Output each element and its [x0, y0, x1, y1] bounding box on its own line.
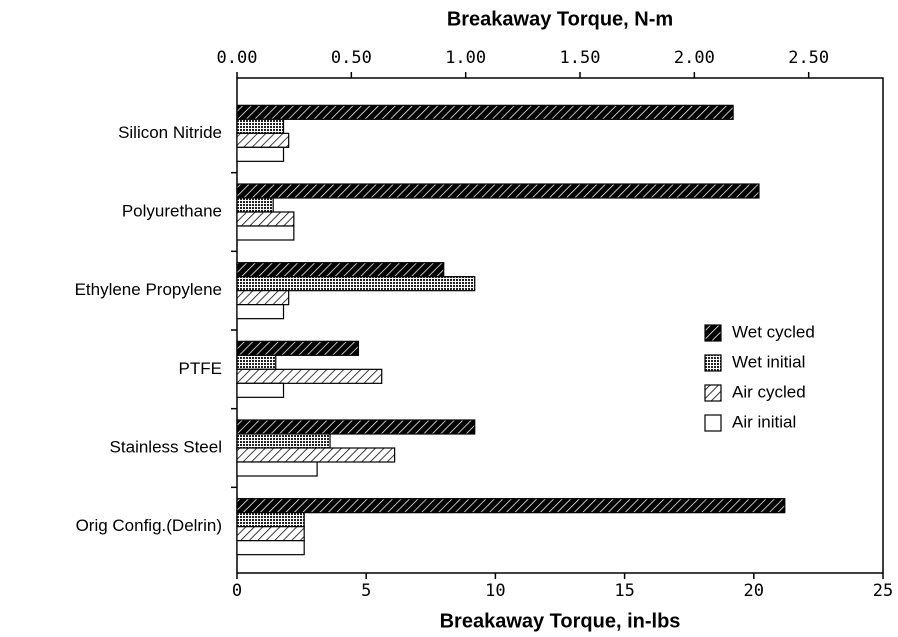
x-tick-label: 20 — [744, 581, 764, 601]
bar — [236, 447, 396, 463]
y-tick-label: PTFE — [179, 359, 222, 378]
x-tick-label: 25 — [873, 581, 893, 601]
y-tick-label: Orig Config.(Delrin) — [76, 516, 222, 535]
plot-frame — [236, 77, 884, 574]
legend-label: Air cycled — [732, 382, 806, 401]
bar — [236, 104, 734, 120]
x2-tick-label: 2.00 — [674, 48, 715, 68]
bar — [236, 368, 383, 384]
bar — [236, 146, 285, 162]
bar — [236, 290, 290, 306]
legend-swatch — [704, 414, 722, 432]
x-tick-label: 0 — [232, 581, 242, 601]
bar — [236, 526, 305, 542]
bar — [236, 304, 285, 320]
x2-tick-label: 0.00 — [217, 48, 258, 68]
bar — [236, 132, 290, 148]
bar — [236, 540, 305, 556]
x2-tick-label: 0.50 — [331, 48, 372, 68]
legend-swatch — [704, 384, 722, 402]
bar — [236, 498, 786, 514]
x-tick-label: 5 — [361, 581, 371, 601]
legend-swatch — [704, 354, 722, 372]
x-tick-label: 10 — [485, 581, 505, 601]
bar — [236, 211, 295, 227]
legend-swatch — [704, 324, 722, 342]
bar — [236, 262, 445, 278]
y-tick-label: Silicon Nitride — [118, 123, 222, 142]
y-tick-label: Polyurethane — [122, 201, 222, 220]
bar — [236, 183, 760, 199]
bar — [236, 225, 295, 241]
bar — [236, 340, 360, 356]
legend-label: Wet cycled — [732, 322, 815, 341]
x2-tick-label: 1.50 — [560, 48, 601, 68]
legend-label: Air initial — [732, 412, 796, 431]
bar — [236, 382, 285, 398]
bar — [236, 461, 318, 477]
bar — [236, 354, 277, 370]
x2-tick-label: 2.50 — [788, 48, 829, 68]
bar — [236, 433, 331, 449]
x-axis-title: Breakaway Torque, in-lbs — [440, 610, 681, 632]
y-tick-label: Stainless Steel — [110, 437, 222, 456]
legend-label: Wet initial — [732, 352, 805, 371]
bar — [236, 419, 476, 435]
y-tick-label: Ethylene Propylene — [75, 280, 222, 299]
bar — [236, 118, 285, 134]
bar — [236, 197, 274, 213]
bar — [236, 512, 305, 528]
x2-tick-label: 1.00 — [445, 48, 486, 68]
bar — [236, 276, 476, 292]
x-tick-label: 15 — [614, 581, 634, 601]
x2-axis-title: Breakaway Torque, N-m — [447, 8, 673, 30]
